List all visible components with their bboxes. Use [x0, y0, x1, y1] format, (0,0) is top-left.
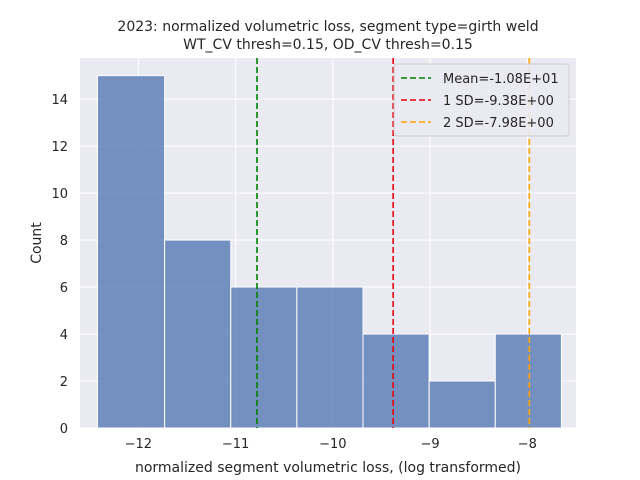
chart-title-line-2: WT_CV thresh=0.15, OD_CV thresh=0.15	[183, 37, 473, 53]
x-tick-label: −8	[518, 437, 537, 452]
legend-label: Mean=-1.08E+01	[443, 72, 559, 87]
reference-lines	[256, 58, 531, 428]
y-tick-label: 14	[51, 93, 68, 108]
y-tick-label: 6	[60, 281, 68, 296]
y-tick-label: 8	[60, 234, 68, 249]
histogram-bar	[428, 380, 496, 429]
y-tick-label: 0	[60, 422, 68, 437]
histogram-bar	[230, 286, 298, 429]
x-tick-label: −10	[319, 437, 346, 452]
histogram-bar	[164, 239, 232, 429]
y-axis-label: Count	[29, 222, 45, 264]
y-tick-label: 10	[51, 187, 68, 202]
histogram-bar	[494, 333, 562, 429]
histogram-bars	[97, 75, 562, 429]
histogram-bar	[362, 333, 430, 429]
x-tick-label: −9	[421, 437, 440, 452]
x-tick-labels: −12 −11 −10 −9 −8	[125, 437, 537, 452]
x-tick-label: −12	[125, 437, 152, 452]
histogram-bar	[296, 286, 364, 429]
histogram-bar	[97, 75, 166, 429]
y-tick-label: 2	[60, 375, 68, 390]
legend-label: 1 SD=-9.38E+00	[443, 94, 554, 109]
y-tick-label: 4	[60, 328, 68, 343]
legend: Mean=-1.08E+01 1 SD=-9.38E+00 2 SD=-7.98E+…	[393, 63, 570, 137]
legend-box	[393, 63, 570, 137]
y-tick-label: 12	[51, 140, 68, 155]
x-axis-label: normalized segment volumetric loss, (log…	[135, 460, 521, 476]
x-tick-label: −11	[222, 437, 249, 452]
y-tick-labels: 0 2 4 6 8 10 12 14	[51, 93, 68, 437]
legend-label: 2 SD=-7.98E+00	[443, 116, 554, 131]
chart-title-line-1: 2023: normalized volumetric loss, segmen…	[117, 19, 538, 35]
